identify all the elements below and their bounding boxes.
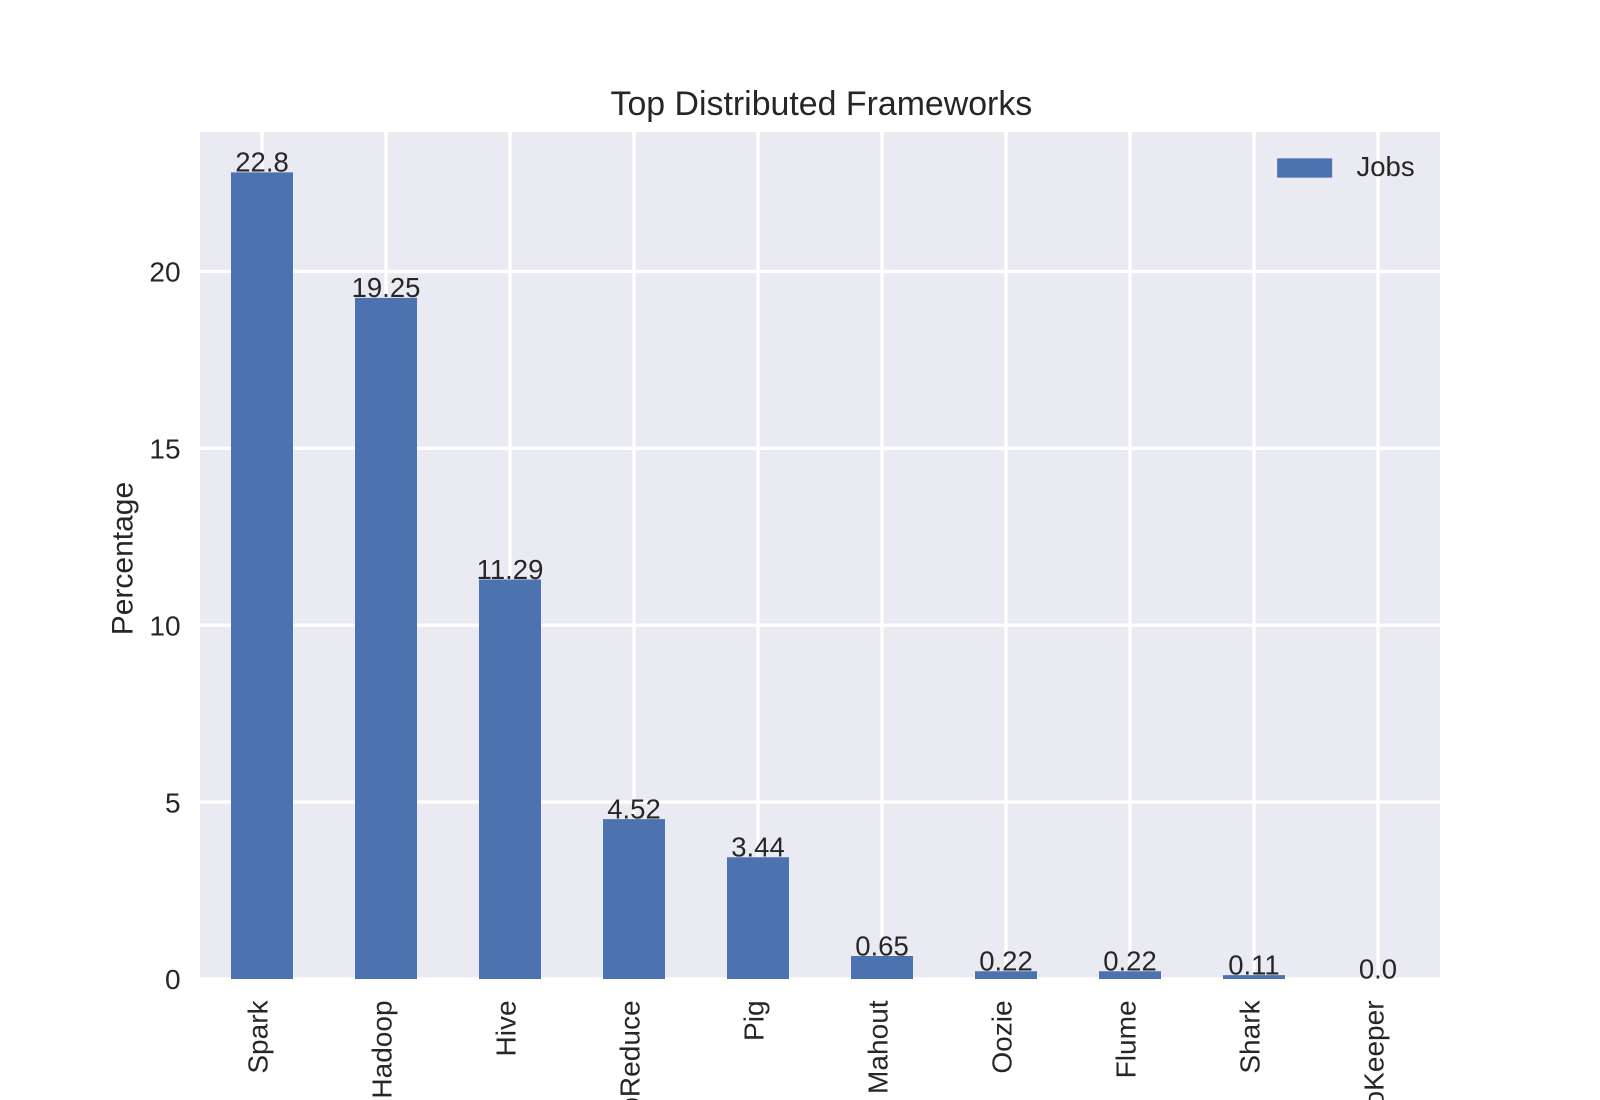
svg-text:Percentage: Percentage <box>106 482 139 635</box>
svg-text:Top Distributed Frameworks: Top Distributed Frameworks <box>611 85 1033 123</box>
svg-text:MapReduce: MapReduce <box>615 1000 646 1100</box>
svg-text:Flume: Flume <box>1111 1000 1142 1078</box>
svg-text:4.52: 4.52 <box>607 793 660 824</box>
svg-text:Spark: Spark <box>243 999 274 1073</box>
svg-text:0.0: 0.0 <box>1359 953 1397 984</box>
svg-text:Mahout: Mahout <box>863 1000 894 1094</box>
svg-text:Shark: Shark <box>1235 999 1266 1073</box>
svg-text:Hive: Hive <box>491 1000 522 1056</box>
svg-text:10: 10 <box>149 610 180 641</box>
svg-text:Jobs: Jobs <box>1357 151 1415 182</box>
svg-text:20: 20 <box>149 257 180 288</box>
svg-text:0.65: 0.65 <box>855 930 909 961</box>
svg-text:22.8: 22.8 <box>235 147 289 178</box>
svg-text:11.29: 11.29 <box>477 554 544 585</box>
svg-text:5: 5 <box>165 787 181 818</box>
svg-text:ZooKeeper: ZooKeeper <box>1359 1000 1390 1100</box>
svg-text:Pig: Pig <box>739 1000 770 1041</box>
svg-text:3.44: 3.44 <box>731 832 785 863</box>
svg-text:0: 0 <box>165 964 181 995</box>
svg-text:Oozie: Oozie <box>987 1000 1018 1073</box>
svg-text:0.11: 0.11 <box>1228 949 1279 980</box>
svg-text:19.25: 19.25 <box>352 272 421 303</box>
svg-text:0.22: 0.22 <box>1103 946 1157 977</box>
svg-text:0.22: 0.22 <box>979 946 1033 977</box>
svg-text:15: 15 <box>149 433 180 464</box>
svg-text:Hadoop: Hadoop <box>367 1000 398 1098</box>
